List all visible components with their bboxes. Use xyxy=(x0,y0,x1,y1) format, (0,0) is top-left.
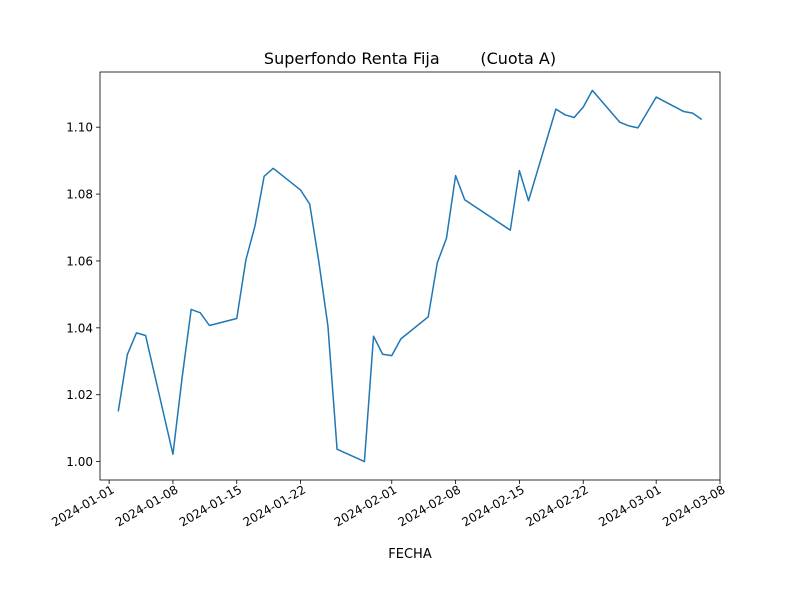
x-tick-label: 2024-02-08 xyxy=(396,482,463,529)
x-tick-label: 2024-01-01 xyxy=(49,482,116,529)
y-tick-label: 1.02 xyxy=(66,388,93,402)
x-tick-label: 2024-03-08 xyxy=(660,482,727,529)
series-line-0 xyxy=(117,89,703,463)
y-tick-label: 1.00 xyxy=(66,455,93,469)
axes-frame xyxy=(99,71,721,481)
x-tick-label: 2024-01-08 xyxy=(113,482,180,529)
plot-area xyxy=(99,71,721,481)
x-tick-label: 2024-03-01 xyxy=(596,482,663,529)
x-axis: 2024-01-012024-01-082024-01-152024-01-22… xyxy=(49,480,728,529)
y-tick-label: 1.08 xyxy=(66,188,93,202)
x-tick-label: 2024-01-22 xyxy=(241,482,308,529)
y-tick-label: 1.06 xyxy=(66,254,93,268)
chart-title: Superfondo Renta Fija (Cuota A) xyxy=(264,49,556,68)
y-axis: 1.00 1.02 1.04 1.06 1.08 1.10 xyxy=(66,121,100,469)
y-tick-label: 1.04 xyxy=(66,321,93,335)
x-tick-label: 2024-02-22 xyxy=(523,482,590,529)
x-tick-label: 2024-01-15 xyxy=(177,482,244,529)
x-tick-label: 2024-02-15 xyxy=(460,482,527,529)
x-tick-label: 2024-02-01 xyxy=(332,482,399,529)
x-axis-label: FECHA xyxy=(388,547,432,562)
y-tick-label: 1.10 xyxy=(66,121,93,135)
